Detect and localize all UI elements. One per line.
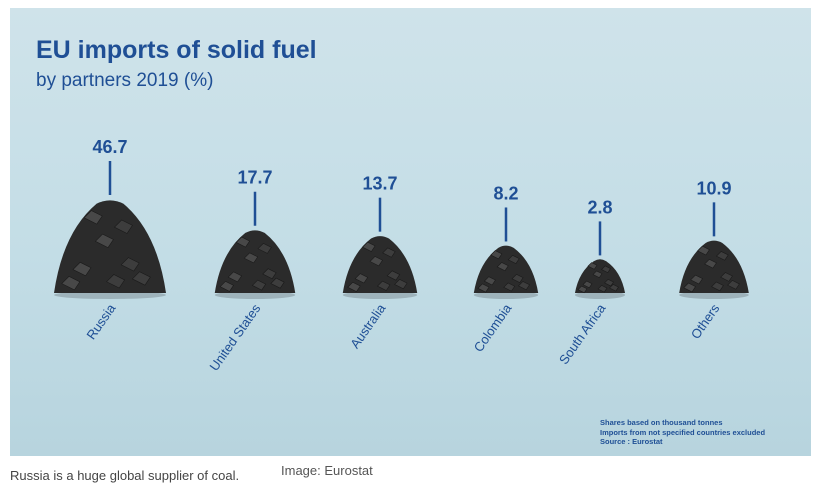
chart-title: EU imports of solid fuel — [36, 36, 317, 64]
data-label: 13.7 — [362, 174, 397, 194]
data-label: 8.2 — [493, 183, 518, 203]
note-shares: Shares based on thousand tonnes — [600, 418, 723, 427]
data-label: 46.7 — [92, 137, 127, 157]
coal-pile — [54, 200, 166, 299]
category-label: Others — [688, 301, 723, 342]
coal-pile — [342, 236, 418, 299]
coal-pile-chart: 46.7 Russia 17.7 United States 13.7 Australia… — [54, 137, 749, 374]
coal-pile — [679, 240, 749, 299]
category-label: South Africa — [556, 300, 609, 367]
data-label: 10.9 — [696, 178, 731, 198]
note-imports: Imports from not specified countries exc… — [600, 427, 766, 437]
note-source: Source : Eurostat — [600, 437, 663, 446]
coal-pile — [473, 245, 539, 299]
image-credit: Image: Eurostat — [281, 463, 373, 478]
data-label: 17.7 — [237, 168, 272, 188]
coal-pile — [574, 259, 626, 299]
coal-pile — [214, 230, 296, 299]
chart-notes: Shares based on thousand tonnes Imports … — [600, 418, 765, 447]
category-label: United States — [206, 301, 263, 374]
category-label: Russia — [83, 300, 119, 342]
image-caption: Russia is a huge global supplier of coal… — [10, 468, 240, 483]
chart-subtitle: by partners 2019 (%) — [36, 70, 214, 91]
data-label: 2.8 — [587, 197, 612, 217]
category-label: Australia — [347, 300, 389, 351]
infographic-panel: EU imports of solid fuel by partners 201… — [10, 8, 811, 456]
category-label: Colombia — [471, 300, 515, 354]
